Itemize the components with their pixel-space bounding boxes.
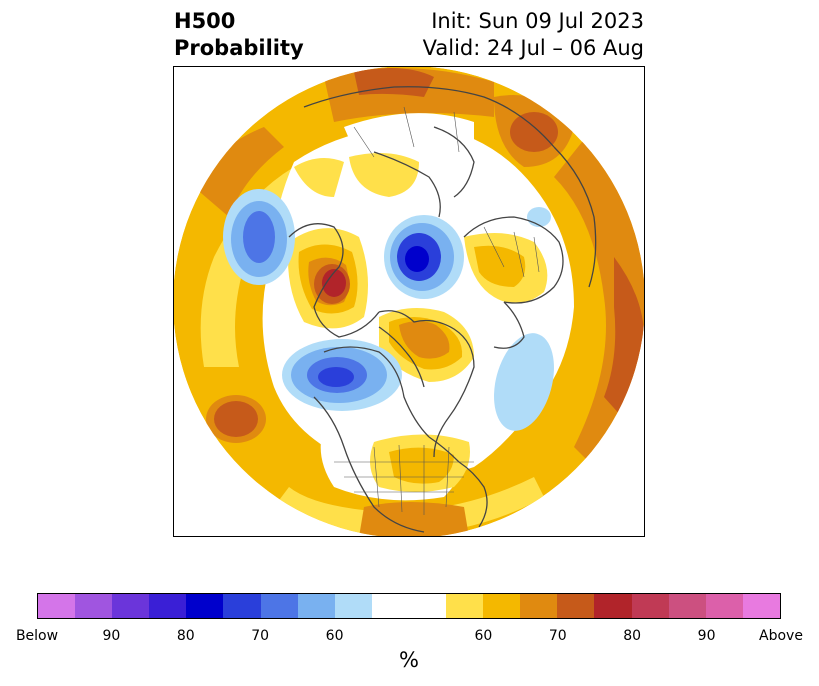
colorbar-segment (371, 594, 409, 618)
borders (334, 106, 540, 515)
date-info: Init: Sun 09 Jul 2023 Valid: 24 Jul – 06… (423, 8, 644, 62)
colorbar-segment (334, 594, 372, 618)
shade-near-normal-north (344, 113, 474, 162)
probability-map (174, 67, 644, 536)
colorbar-segment (557, 594, 595, 618)
colorbar-tick-label: 80 (623, 628, 642, 644)
colorbar-segment (75, 594, 113, 618)
colorbar-segment (631, 594, 669, 618)
shade-below-80-pacific (243, 211, 275, 263)
colorbar-tick-label: 70 (251, 628, 270, 644)
colorbar-segment (446, 594, 484, 618)
colorbar-segment (186, 594, 224, 618)
title-subtitle: Probability (174, 36, 304, 60)
colorbar-segment (520, 594, 558, 618)
colorbar-segment (594, 594, 632, 618)
colorbar-segment (149, 594, 187, 618)
colorbar-tick-label: 60 (474, 628, 493, 644)
map-panel (173, 66, 645, 537)
colorbar-tick-label: Above (759, 628, 803, 644)
valid-date: Valid: 24 Jul – 06 Aug (422, 36, 644, 60)
shade-above-60-band (200, 167, 309, 367)
shade-above-70-canada (399, 321, 450, 359)
colorbar-tick-label: 60 (325, 628, 344, 644)
shade-above-70-west (194, 127, 284, 217)
colorbar (37, 593, 781, 619)
colorbar-segment (408, 594, 447, 618)
colorbar-segment (112, 594, 150, 618)
shade-above-75-northeast (510, 112, 558, 152)
colorbar-segment (483, 594, 521, 618)
shade-above-60-nw (294, 158, 344, 197)
shade-above-75-southwest (214, 401, 258, 437)
init-date: Init: Sun 09 Jul 2023 (431, 9, 644, 33)
chart-title: H500 Probability (174, 8, 304, 62)
colorbar-tick-label: 90 (102, 628, 121, 644)
shade-above-65-plains (389, 447, 454, 484)
colorbar-tick-label: 70 (548, 628, 567, 644)
colorbar-segment (742, 594, 780, 618)
shade-above-75-top (354, 68, 434, 97)
map-disk (174, 67, 644, 536)
shade-below-60-scandinavia (527, 207, 551, 227)
colorbar-segment (260, 594, 298, 618)
shade-above-80-asia (322, 269, 346, 297)
colorbar-segment (223, 594, 261, 618)
colorbar-tick-label: 90 (697, 628, 716, 644)
shade-above-70-south (359, 502, 469, 536)
title-variable: H500 (174, 9, 236, 33)
colorbar-segment (705, 594, 743, 618)
shade-below-90-canada (318, 367, 354, 387)
colorbar-unit: % (399, 648, 419, 672)
colorbar-segment (668, 594, 706, 618)
colorbar-segment (297, 594, 335, 618)
shade-below-60-atlantic (494, 333, 554, 431)
colorbar-tick-label: 80 (176, 628, 195, 644)
shade-above-65-europe (474, 245, 526, 287)
shade-above-60-south (274, 477, 544, 536)
shade-above-60-arctic (349, 153, 419, 197)
colorbar-segment (38, 594, 76, 618)
shade-below-90-arctic (405, 246, 429, 272)
colorbar-tick-label: Below (15, 628, 59, 644)
